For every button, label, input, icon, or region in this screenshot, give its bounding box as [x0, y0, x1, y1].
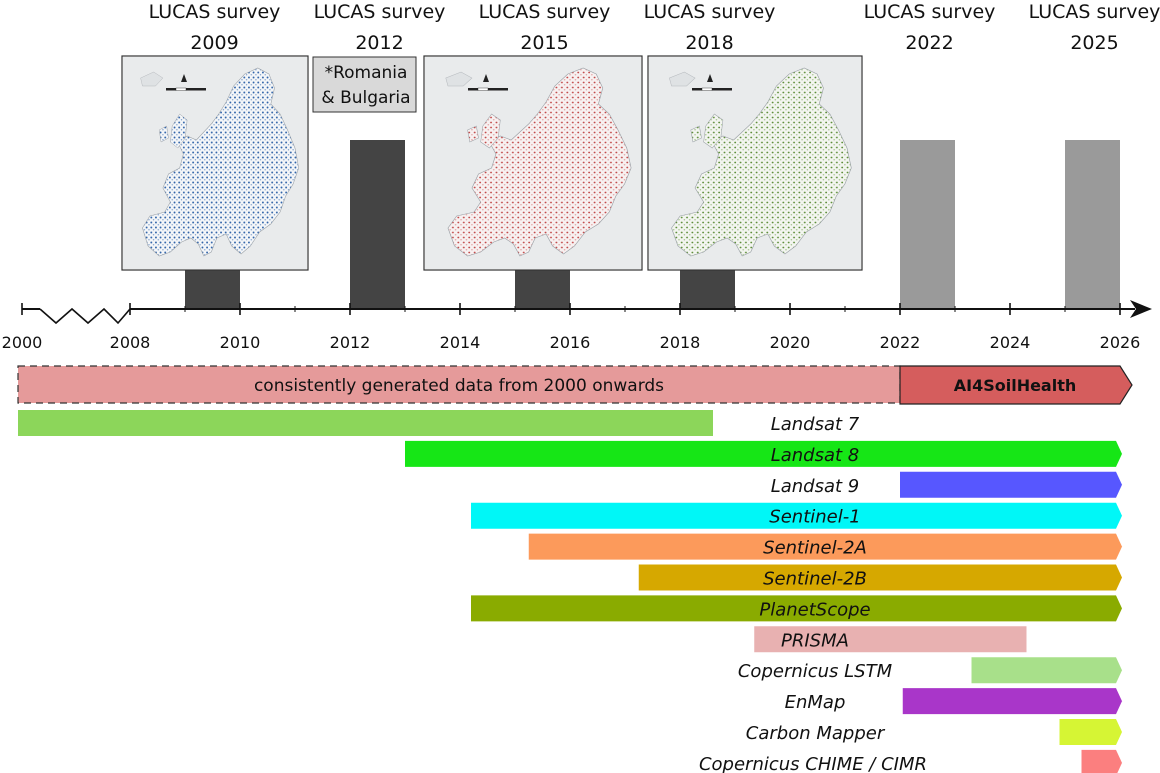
mission-bar-landsat-9 — [900, 471, 1122, 498]
survey-title-2009: LUCAS survey — [149, 1, 281, 23]
axis-tick-label-2016: 2016 — [550, 333, 591, 352]
mission-bar-enmap — [902, 688, 1122, 715]
survey-map-2015 — [423, 55, 643, 271]
survey-bar-2022 — [900, 140, 955, 309]
mission-label-enmap: EnMap — [785, 692, 846, 713]
survey-title-2012: LUCAS survey — [314, 1, 446, 23]
mission-label-landsat-9: Landsat 9 — [771, 476, 860, 497]
data-range-banner — [17, 365, 901, 404]
axis-tick-label-2022: 2022 — [880, 333, 921, 352]
mission-label-sentinel-1: Sentinel-1 — [769, 507, 860, 528]
survey-bar-2012 — [350, 140, 405, 309]
mission-bar-copernicus-chime-cimr — [1081, 749, 1122, 773]
mission-bar-sentinel-1 — [471, 502, 1122, 529]
axis-tick-label-2014: 2014 — [440, 333, 481, 352]
survey-bar-2025 — [1065, 140, 1120, 309]
mission-bar-sentinel-2a — [528, 533, 1122, 560]
mission-label-copernicus-chime-cimr: Copernicus CHIME / CIMR — [699, 754, 927, 773]
survey-title-2018: LUCAS survey — [644, 1, 776, 23]
survey-title-2025: LUCAS survey — [1029, 1, 1160, 23]
axis-break-zigzag — [39, 307, 131, 325]
axis-tick-label-2010: 2010 — [220, 333, 261, 352]
mission-label-prisma: PRISMA — [781, 630, 849, 651]
survey-year-2009: 2009 — [190, 32, 238, 54]
mission-bar-planetscope — [471, 595, 1122, 622]
mission-label-landsat-7: Landsat 7 — [771, 414, 860, 435]
mission-bar-prisma — [754, 626, 1027, 653]
survey-title-2015: LUCAS survey — [479, 1, 611, 23]
mission-bar-copernicus-lstm — [971, 657, 1122, 684]
survey-year-2022: 2022 — [905, 32, 953, 54]
axis-tick-label-2020: 2020 — [770, 333, 811, 352]
mission-bar-landsat-8 — [405, 440, 1122, 467]
mission-label-sentinel-2a: Sentinel-2A — [763, 538, 867, 559]
survey-map-2018 — [647, 55, 863, 271]
mission-label-landsat-8: Landsat 8 — [771, 445, 860, 466]
axis-tick-label-2024: 2024 — [990, 333, 1031, 352]
survey-map-2009 — [121, 55, 309, 271]
mission-label-carbon-mapper: Carbon Mapper — [746, 723, 886, 744]
axis-arrowhead — [1130, 300, 1152, 318]
survey-year-2018: 2018 — [685, 32, 733, 54]
survey-note-line-1: *Romania — [325, 63, 408, 83]
data-range-banner-label: consistently generated data from 2000 on… — [254, 376, 664, 396]
mission-bar-landsat-7 — [18, 410, 713, 436]
mission-bar-carbon-mapper — [1059, 719, 1122, 745]
axis-tick-label-2000: 2000 — [2, 333, 43, 352]
mission-bar-sentinel-2b — [638, 564, 1122, 591]
survey-year-2015: 2015 — [520, 32, 568, 54]
axis-tick-label-2012: 2012 — [330, 333, 371, 352]
survey-year-2012: 2012 — [355, 32, 403, 54]
axis-tick-label-2026: 2026 — [1100, 333, 1141, 352]
mission-label-sentinel-2b: Sentinel-2B — [763, 569, 867, 590]
survey-title-2022: LUCAS survey — [864, 1, 996, 23]
survey-note-line-2: & Bulgaria — [321, 88, 410, 108]
mission-label-copernicus-lstm: Copernicus LSTM — [738, 661, 893, 682]
project-arrow — [899, 365, 1133, 405]
survey-note-box — [312, 56, 417, 113]
survey-year-2025: 2025 — [1070, 32, 1118, 54]
axis-tick-label-2018: 2018 — [660, 333, 701, 352]
axis-tick-label-2008: 2008 — [110, 333, 151, 352]
mission-label-planetscope: PlanetScope — [759, 599, 870, 620]
project-label: AI4SoilHealth — [954, 376, 1077, 395]
